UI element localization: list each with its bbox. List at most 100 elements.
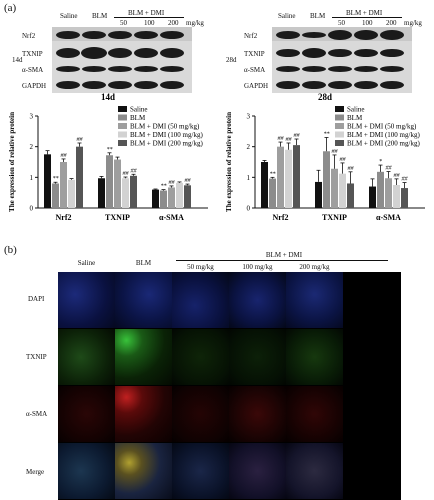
- bar: [285, 149, 292, 208]
- chart-title: 28d: [318, 92, 332, 102]
- micrograph-dapi-saline: [58, 272, 115, 328]
- micrograph-dapi-50: [172, 272, 229, 328]
- blot-dmi-bracket: [114, 17, 184, 18]
- x-category-label: TXNIP: [105, 213, 130, 222]
- bar: [122, 178, 129, 208]
- y-tick-label: 0: [30, 205, 34, 213]
- significance-mark: **: [53, 176, 59, 182]
- bar: [76, 146, 83, 208]
- blot-group-saline: Saline: [60, 12, 78, 20]
- significance-mark: **: [270, 171, 276, 177]
- bar: [98, 178, 105, 208]
- micrograph-asma-50: [172, 386, 229, 442]
- bar: [176, 182, 183, 208]
- legend-label: BLM + DMI (50 mg/kg): [347, 123, 417, 131]
- legend-label: BLM + DMI (50 mg/kg): [130, 123, 200, 131]
- row-label-dapi: DAPI: [28, 295, 45, 303]
- western-blot-28d: Saline BLM BLM + DMI 50 100 200 mg/kg 28…: [226, 9, 432, 93]
- micrograph-dapi-200: [286, 272, 343, 328]
- x-category-label: α-SMA: [376, 213, 401, 222]
- bar: [106, 155, 113, 208]
- blot-dose-100: 100: [362, 19, 373, 27]
- blot-protein-nrf2: Nrf2: [22, 32, 36, 40]
- blot-bands-14d: [52, 27, 192, 93]
- column-header-200: 200 mg/kg: [299, 263, 330, 271]
- blot-dose-100: 100: [144, 19, 155, 27]
- x-category-label: Nrf2: [56, 213, 72, 222]
- bar: [269, 178, 276, 208]
- micrograph-asma-saline: [58, 386, 115, 442]
- blot-dose-200: 200: [168, 19, 179, 27]
- chart-title: 14d: [101, 92, 115, 102]
- micrograph-merge-200: [286, 443, 343, 499]
- bar: [293, 145, 300, 208]
- legend-swatch: [118, 140, 127, 146]
- significance-mark: ##: [278, 136, 285, 142]
- micrograph-txnip-50: [172, 329, 229, 385]
- significance-mark: ##: [286, 137, 293, 143]
- y-axis-label: The expression of relative protein: [8, 112, 16, 212]
- column-header-50: 50 mg/kg: [187, 263, 214, 271]
- bar-chart-14d: 14d The expression of relative protein 0 1 2…: [8, 92, 208, 222]
- significance-mark: ##: [61, 153, 68, 159]
- micrograph-asma-100: [229, 386, 286, 442]
- micrograph-txnip-200: [286, 329, 343, 385]
- blot-protein-nrf2: Nrf2: [244, 32, 258, 40]
- legend-label: Saline: [130, 106, 148, 114]
- legend-swatch: [335, 140, 344, 146]
- y-tick-label: 3: [30, 113, 34, 121]
- y-tick-label: 2: [247, 143, 251, 151]
- blot-protein-asma: α-SMA: [244, 66, 266, 74]
- blot-protein-asma: α-SMA: [22, 66, 44, 74]
- y-tick-label: 3: [247, 113, 251, 121]
- significance-mark: **: [161, 184, 167, 190]
- blot-dose-50: 50: [120, 19, 127, 27]
- legend-swatch: [335, 131, 344, 138]
- micrograph-dapi-100: [229, 272, 286, 328]
- bar: [114, 159, 121, 208]
- blot-timepoint: 14d: [12, 56, 23, 64]
- column-header-saline: Saline: [77, 259, 96, 267]
- significance-mark: ##: [402, 177, 409, 183]
- legend-swatch: [335, 106, 344, 112]
- micrograph-dapi-blm: [115, 272, 172, 328]
- y-axis-label: The expression of relative protein: [225, 112, 233, 212]
- bar: [339, 173, 346, 208]
- legend-swatch: [335, 114, 344, 121]
- legend-label: BLM: [347, 114, 363, 122]
- bar: [377, 171, 384, 208]
- x-category-label: TXNIP: [322, 213, 347, 222]
- blot-dose-unit: mg/kg: [186, 19, 204, 27]
- bar: [401, 188, 408, 208]
- blot-dmi-label: BLM + DMI: [128, 9, 165, 17]
- blot-protein-txnip: TXNIP: [244, 50, 265, 58]
- significance-mark: ##: [77, 137, 84, 143]
- row-label-merge: Merge: [26, 468, 45, 476]
- blot-group-blm: BLM: [310, 12, 326, 20]
- significance-mark: ##: [332, 149, 339, 155]
- blot-group-blm: BLM: [92, 12, 108, 20]
- micrograph-merge-100: [229, 443, 286, 499]
- blot-dose-200: 200: [386, 19, 397, 27]
- bar: [323, 151, 330, 208]
- legend-label: Saline: [347, 106, 365, 114]
- blot-bands-28d: [272, 27, 412, 93]
- micrograph-asma-blm: [115, 386, 172, 442]
- blot-dmi-label: BLM + DMI: [346, 9, 383, 17]
- micrograph-grid: [58, 272, 401, 500]
- legend-swatch: [118, 123, 127, 129]
- blot-dose-unit: mg/kg: [404, 19, 422, 27]
- blot-protein-txnip: TXNIP: [22, 50, 43, 58]
- micrograph-txnip-saline: [58, 329, 115, 385]
- row-label-asma: α-SMA: [26, 410, 48, 418]
- y-tick-label: 2: [30, 143, 34, 151]
- bar: [168, 187, 175, 208]
- bar: [393, 185, 400, 208]
- bar: [160, 190, 167, 208]
- bar: [385, 178, 392, 208]
- y-tick-label: 1: [30, 174, 34, 182]
- bar: [52, 183, 59, 208]
- bar: [347, 183, 354, 208]
- micrograph-txnip-100: [229, 329, 286, 385]
- significance-mark: ##: [185, 178, 192, 184]
